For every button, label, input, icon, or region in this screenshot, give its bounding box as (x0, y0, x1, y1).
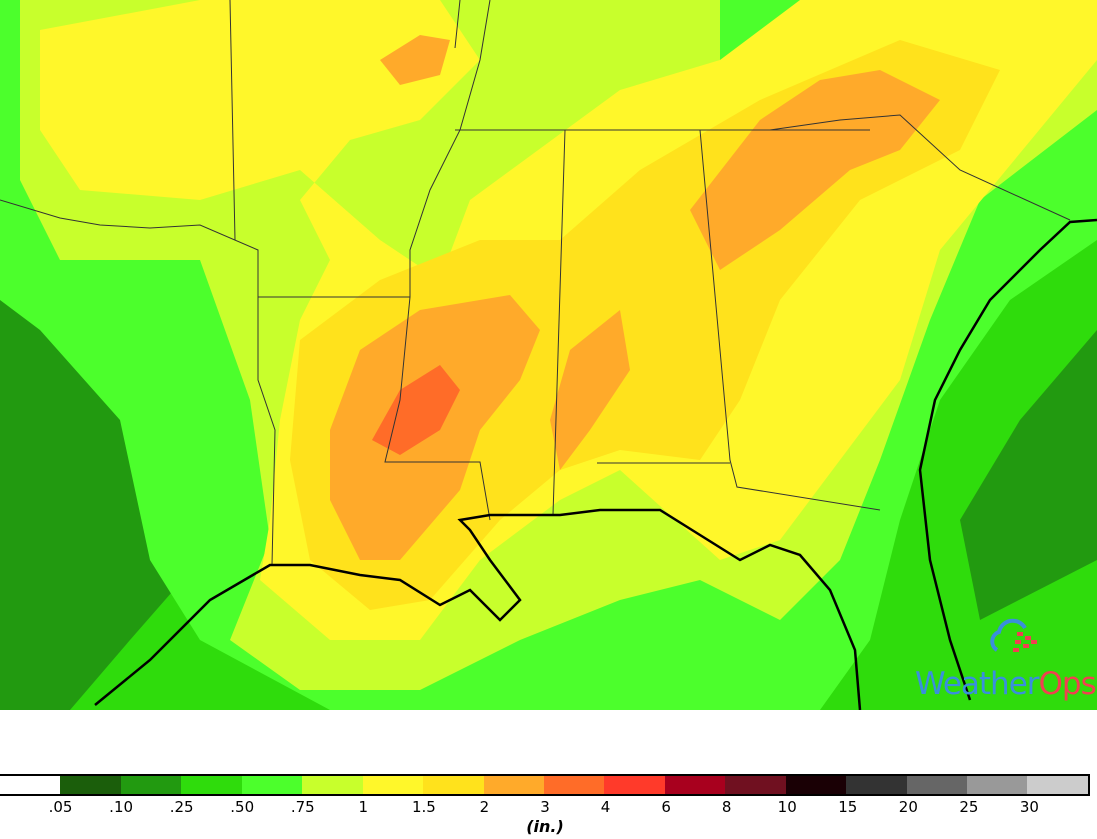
legend-label: .75 (290, 798, 315, 816)
weatherops-logo: WeatherOps (915, 618, 1097, 708)
legend-swatch (604, 776, 665, 794)
legend-label: .10 (109, 798, 134, 816)
legend-swatch (967, 776, 1028, 794)
legend-label: 6 (661, 798, 671, 816)
rain-area-dark-green-east (960, 330, 1097, 620)
legend-label: 3 (540, 798, 550, 816)
coastline (94, 508, 862, 710)
rain-area-orange-georgia (690, 70, 940, 270)
legend-swatch (483, 776, 544, 794)
rain-area-orange-alabama (550, 310, 630, 470)
legend-swatch (362, 776, 424, 794)
cloud-logo-icon (990, 618, 1037, 652)
legend-swatch (241, 776, 303, 794)
legend-label: 8 (721, 798, 732, 816)
legend-swatch (725, 776, 786, 794)
legend-swatch (1027, 776, 1088, 794)
logo-text-ops: Ops (1038, 666, 1097, 702)
rain-area-red-orange (372, 365, 460, 455)
legend-swatch (181, 776, 242, 794)
legend-label: 4 (600, 798, 611, 816)
legend-label: .25 (169, 798, 194, 816)
legend-label: 2 (479, 798, 490, 816)
legend-label: 1.5 (411, 798, 436, 816)
legend-swatch (785, 776, 847, 794)
legend-unit: (in.) (526, 817, 564, 836)
legend-swatch (423, 776, 484, 794)
legend-swatch (302, 776, 363, 794)
legend-swatch (664, 776, 726, 794)
legend-label: 25 (959, 798, 979, 816)
legend-label: .05 (48, 798, 73, 816)
color-legend (0, 774, 1090, 796)
legend-label: 30 (1019, 798, 1039, 816)
logo-text-weather: Weather (915, 666, 1040, 702)
legend-swatch (120, 776, 182, 794)
legend-label: 15 (838, 798, 858, 816)
rain-area-orange-north (380, 35, 450, 85)
legend-swatch (543, 776, 605, 794)
legend-labels: .05 .10 .25 .50 .75 1 1.5 2 3 4 6 8 10 15 20 25 30 (0, 798, 1090, 816)
legend-label: 10 (777, 798, 797, 816)
legend-swatch (906, 776, 967, 794)
legend-swatch (0, 776, 61, 794)
legend-label: 1 (358, 798, 369, 816)
legend-label: .50 (230, 798, 255, 816)
legend-label: 20 (898, 798, 918, 816)
legend-swatch (60, 776, 121, 794)
legend-swatch (846, 776, 907, 794)
precipitation-map (0, 0, 1097, 710)
florida-east-coast (918, 218, 1097, 701)
state-borders (0, 0, 1071, 566)
